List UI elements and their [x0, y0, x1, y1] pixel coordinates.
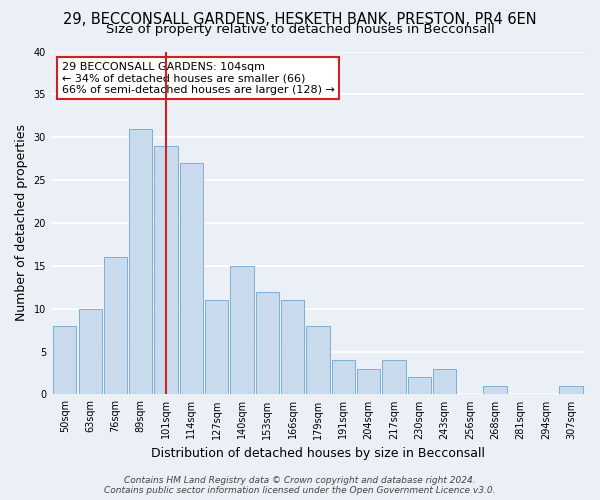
Text: 29, BECCONSALL GARDENS, HESKETH BANK, PRESTON, PR4 6EN: 29, BECCONSALL GARDENS, HESKETH BANK, PR…: [63, 12, 537, 28]
Text: Contains HM Land Registry data © Crown copyright and database right 2024.
Contai: Contains HM Land Registry data © Crown c…: [104, 476, 496, 495]
Text: 29 BECCONSALL GARDENS: 104sqm
← 34% of detached houses are smaller (66)
66% of s: 29 BECCONSALL GARDENS: 104sqm ← 34% of d…: [62, 62, 334, 95]
Bar: [281, 300, 304, 394]
Y-axis label: Number of detached properties: Number of detached properties: [15, 124, 28, 322]
Bar: [180, 163, 203, 394]
Bar: [382, 360, 406, 394]
Bar: [129, 128, 152, 394]
Bar: [154, 146, 178, 394]
Bar: [559, 386, 583, 394]
Bar: [332, 360, 355, 394]
Bar: [104, 258, 127, 394]
Text: Size of property relative to detached houses in Becconsall: Size of property relative to detached ho…: [106, 24, 494, 36]
Bar: [357, 368, 380, 394]
Bar: [79, 308, 102, 394]
Bar: [484, 386, 507, 394]
Bar: [256, 292, 279, 395]
Bar: [407, 378, 431, 394]
Bar: [230, 266, 254, 394]
X-axis label: Distribution of detached houses by size in Becconsall: Distribution of detached houses by size …: [151, 447, 485, 460]
Bar: [307, 326, 329, 394]
Bar: [53, 326, 76, 394]
Bar: [205, 300, 229, 394]
Bar: [433, 368, 456, 394]
